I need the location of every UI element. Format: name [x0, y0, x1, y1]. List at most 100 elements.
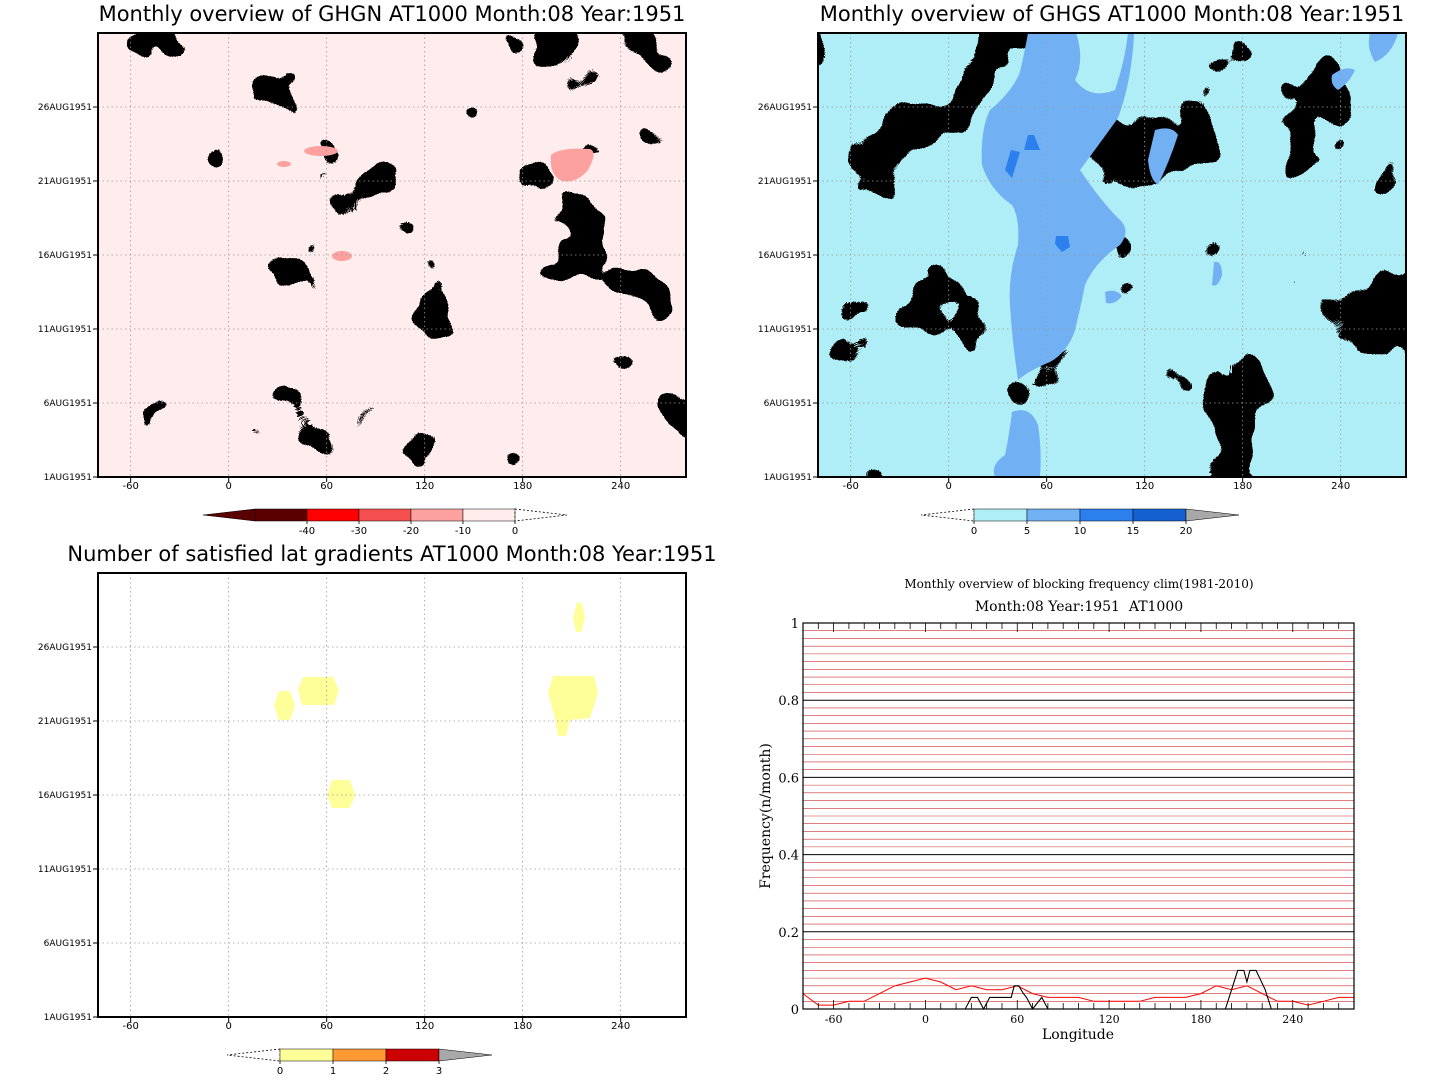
y-tick-label: 11AUG1951	[38, 865, 92, 875]
x-tick-label: 0	[922, 1013, 929, 1026]
x-tick-label: 120	[415, 1021, 434, 1032]
series-line-climatology	[802, 977, 1354, 1006]
blocking-x-axis-label: Longitude	[1042, 1027, 1114, 1043]
blocking-subtitle: Month:08 Year:1951 AT1000	[975, 599, 1183, 615]
panel-lat-gradients: Number of satisfied lat gradients AT1000…	[38, 542, 717, 1077]
colorbar-label: 2	[383, 1066, 389, 1077]
colorbar-swatch	[1026, 508, 1081, 522]
colorbar-label: -40	[299, 526, 315, 537]
panel-ghgs-title: Monthly overview of GHGS AT1000 Month:08…	[820, 2, 1404, 26]
field-contour-patch	[1024, 135, 1040, 150]
panel-lat-gradients-axes: -60 0 60 120 180 240 1AUG1951 6AUG1951 11AUG1951…	[38, 643, 630, 1032]
panel-ghgs-colorbar: 0 5 10 15 20	[920, 508, 1240, 537]
x-tick-label: 180	[513, 481, 532, 492]
y-tick-label: 0.4	[778, 849, 799, 864]
y-tick-label: 1AUG1951	[44, 473, 92, 483]
blocking-gridlines	[803, 630, 1354, 1002]
x-tick-label: 240	[611, 481, 630, 492]
blocking-title: Monthly overview of blocking frequency c…	[904, 577, 1253, 591]
colorbar-triangle-high	[1185, 508, 1240, 522]
colorbar-triangle-low	[226, 1048, 281, 1062]
x-tick-label: 240	[611, 1021, 630, 1032]
x-tick-label: 0	[945, 481, 951, 492]
y-tick-label: 0	[791, 1003, 799, 1018]
y-tick-label: 26AUG1951	[38, 643, 92, 653]
colorbar-label: 10	[1074, 526, 1087, 537]
y-tick-label: 21AUG1951	[758, 177, 812, 187]
y-tick-label: 21AUG1951	[38, 177, 92, 187]
colorbar-triangle-high	[514, 508, 568, 522]
panel-ghgs: Monthly overview of GHGS AT1000 Month:08…	[758, 2, 1407, 537]
x-tick-label: 240	[1282, 1013, 1303, 1026]
y-tick-label: 0.2	[778, 926, 799, 941]
panel-lat-gradients-title: Number of satisfied lat gradients AT1000…	[67, 542, 716, 566]
y-tick-label: 6AUG1951	[44, 939, 92, 949]
field-contour-patch	[1148, 128, 1178, 185]
field-contour-patch	[1005, 150, 1020, 178]
field-contour-patch	[298, 677, 339, 705]
colorbar-swatch	[332, 1048, 387, 1062]
field-contour-patch	[327, 780, 355, 808]
colorbar-swatch	[279, 1048, 334, 1062]
x-tick-label: 180	[1233, 481, 1252, 492]
y-tick-label: 11AUG1951	[758, 325, 812, 335]
panel-ghgs-grid	[818, 33, 1406, 477]
field-contour-patch	[1212, 261, 1222, 286]
colorbar-swatch	[462, 508, 516, 522]
panel-ghgn-grid	[98, 33, 686, 477]
y-tick-label: 1AUG1951	[44, 1013, 92, 1023]
field-contour-patch	[550, 148, 594, 182]
x-tick-label: 120	[1099, 1013, 1120, 1026]
colorbar-swatch	[306, 508, 360, 522]
field-contour-patch	[993, 410, 1041, 477]
field-contour-patch	[573, 602, 585, 632]
colorbar-label: -20	[403, 526, 419, 537]
colorbar-triangle-low	[920, 508, 975, 522]
x-tick-label: 120	[415, 481, 434, 492]
y-tick-label: 0.8	[778, 694, 799, 709]
colorbar-label: -30	[351, 526, 367, 537]
panel-ghgn-axes: -60 0 60 120 180 240 1AUG1951 6AUG1951 11AUG1951…	[38, 103, 630, 492]
x-tick-label: -60	[122, 481, 138, 492]
field-contour-patch	[1055, 236, 1070, 252]
colorbar-label: 20	[1180, 526, 1193, 537]
colorbar-swatch	[1079, 508, 1134, 522]
colorbar-triangle-low	[202, 508, 256, 522]
colorbar-swatch	[410, 508, 464, 522]
y-tick-label: 16AUG1951	[758, 251, 812, 261]
colorbar-swatch	[973, 508, 1028, 522]
x-tick-label: 60	[1040, 481, 1053, 492]
x-tick-label: 60	[1010, 1013, 1024, 1026]
x-tick-label: 120	[1135, 481, 1154, 492]
x-tick-label: 0	[225, 481, 231, 492]
panel-ghgn: Monthly overview of GHGN AT1000 Month:08…	[38, 2, 687, 537]
blocking-axes: -60 0 60 120 180 240 0 0.2 0.4 0.6 0.8 1	[778, 617, 1355, 1026]
colorbar-label: 0	[971, 526, 977, 537]
panel-blocking-frequency: Monthly overview of blocking frequency c…	[758, 577, 1355, 1043]
colorbar-label: 0	[277, 1066, 283, 1077]
y-tick-label: 11AUG1951	[38, 325, 92, 335]
field-contour-patch	[1368, 33, 1398, 62]
field-contour-patch	[274, 691, 295, 720]
colorbar-label: 1	[330, 1066, 336, 1077]
y-tick-label: 21AUG1951	[38, 717, 92, 727]
panel-ghgn-colorbar: -40 -30 -20 -10 0	[202, 508, 568, 537]
colorbar-swatch	[254, 508, 308, 522]
colorbar-triangle-high	[438, 1048, 493, 1062]
colorbar-label: -10	[455, 526, 471, 537]
colorbar-label: 3	[436, 1066, 442, 1077]
x-tick-label: -60	[842, 481, 858, 492]
panel-lat-gradients-colorbar: 0 1 2 3	[226, 1048, 493, 1077]
panel-lat-gradients-grid	[98, 573, 686, 1017]
blocking-y-axis-label: Frequency(n/month)	[758, 743, 774, 889]
field-contour-patch	[332, 251, 352, 261]
field-contour-patch	[1331, 68, 1355, 90]
colorbar-swatch	[1132, 508, 1187, 522]
colorbar-label: 0	[512, 526, 518, 537]
colorbar-label: 5	[1024, 526, 1030, 537]
panel-ghgn-title: Monthly overview of GHGN AT1000 Month:08…	[99, 2, 686, 26]
y-tick-label: 1AUG1951	[764, 473, 812, 483]
y-tick-label: 0.6	[778, 771, 799, 786]
panel-ghgs-axes: -60 0 60 120 180 240 1AUG1951 6AUG1951 11AUG1951…	[758, 103, 1350, 492]
